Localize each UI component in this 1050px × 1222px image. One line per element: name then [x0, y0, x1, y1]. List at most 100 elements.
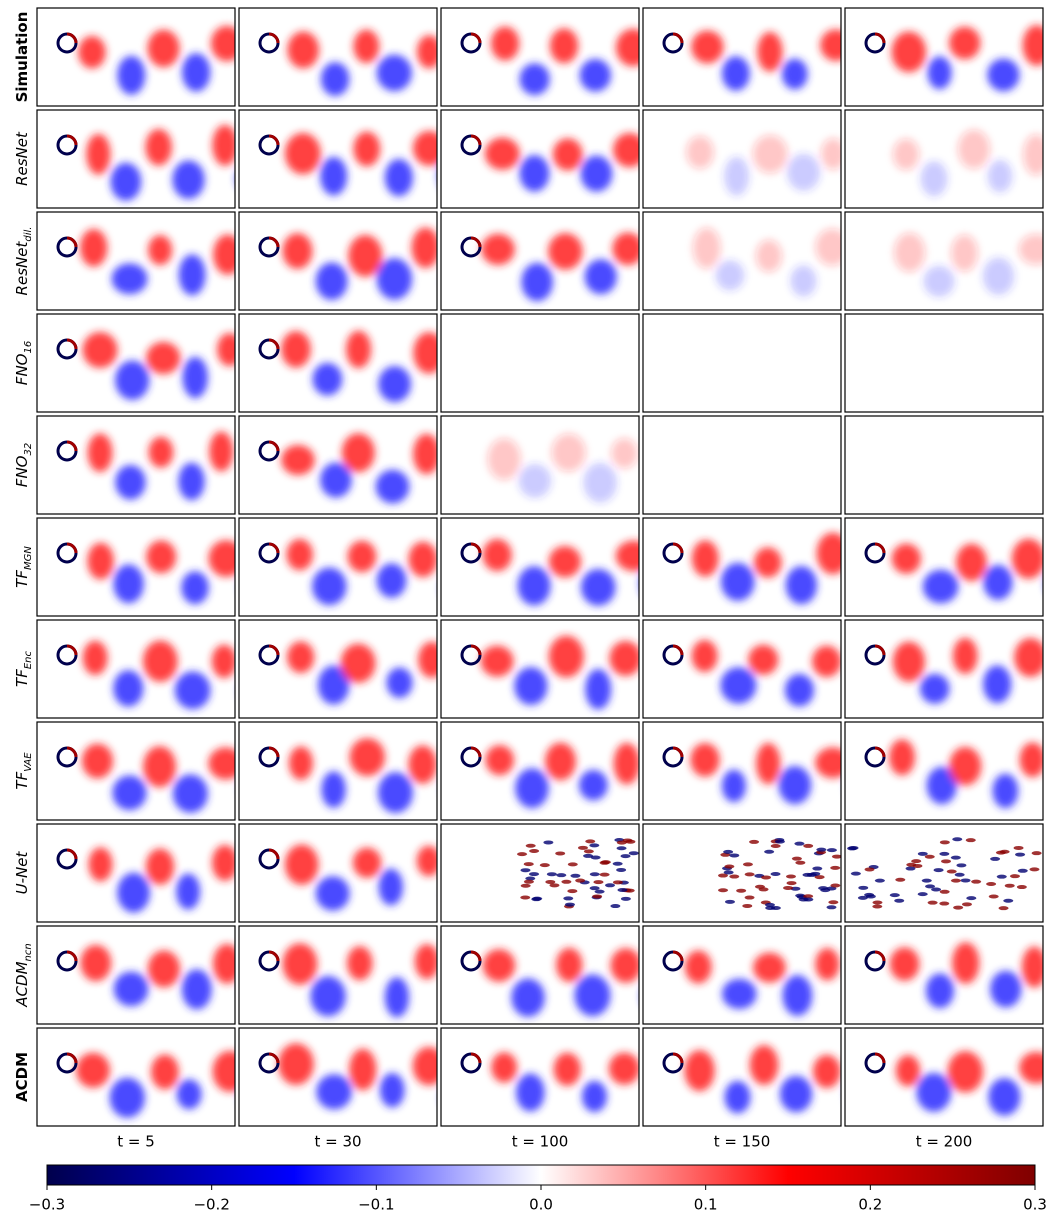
vortex	[1023, 134, 1049, 175]
noise	[595, 890, 605, 894]
noise	[725, 900, 735, 904]
noise	[568, 862, 578, 866]
vortex	[145, 129, 172, 166]
row-label-subscript: 16	[23, 341, 34, 354]
vortex	[610, 948, 641, 983]
vortex	[113, 564, 143, 603]
vortex	[380, 1073, 405, 1108]
vortex	[353, 848, 381, 878]
vortex	[353, 132, 380, 167]
row-label-subscript: MGN	[23, 546, 34, 570]
vortex	[813, 1055, 841, 1088]
column-label: t = 150	[714, 1133, 771, 1151]
vortex	[78, 36, 105, 69]
row-label: ACDMncn	[13, 943, 34, 1007]
flow-panel	[845, 722, 1050, 820]
flow-panel	[845, 926, 1050, 1024]
vortex	[175, 671, 211, 709]
vortex	[516, 1073, 545, 1111]
column-label: t = 30	[314, 1133, 361, 1151]
vortex	[481, 234, 515, 265]
flow-panel	[37, 110, 271, 208]
panel-bg	[845, 314, 1043, 412]
noise	[1000, 850, 1010, 854]
vortex	[321, 62, 349, 96]
vortex	[754, 547, 782, 577]
vortex	[80, 229, 107, 267]
noise	[540, 863, 550, 867]
vortex	[554, 1053, 581, 1086]
vortex	[1012, 539, 1045, 579]
vortex	[149, 437, 174, 468]
noise	[966, 896, 976, 900]
vortex	[147, 30, 179, 68]
vortex	[112, 263, 148, 294]
vortex	[1014, 638, 1047, 677]
noise	[775, 840, 785, 844]
vortex	[821, 138, 845, 170]
vortex	[483, 539, 512, 571]
vortex	[889, 739, 915, 775]
vortex	[583, 463, 617, 503]
noise	[786, 874, 796, 878]
vortex	[926, 973, 954, 1008]
vortex	[281, 445, 315, 475]
row-label: U-Net	[13, 851, 31, 895]
vortex	[377, 258, 412, 300]
vortex	[579, 770, 608, 801]
vortex	[920, 674, 950, 704]
row-label-text: ResNet	[13, 131, 31, 186]
flow-panel	[37, 722, 273, 820]
noise	[547, 872, 557, 876]
vortex	[556, 948, 582, 982]
vortex	[413, 1047, 445, 1086]
noise	[931, 887, 941, 891]
colorbar-tick-label: −0.3	[29, 1196, 65, 1214]
flow-panel	[845, 416, 1043, 514]
vortex	[552, 434, 586, 472]
figure: SimulationResNetResNetdil.FNO16FNO32TFMG…	[0, 0, 1050, 1218]
vortex	[316, 262, 348, 300]
noise	[765, 903, 775, 907]
flow-panel	[845, 8, 1050, 106]
vortex	[143, 746, 176, 787]
vortex	[790, 265, 816, 296]
noise	[613, 880, 623, 884]
noise	[830, 884, 840, 888]
vortex	[349, 1049, 376, 1091]
panel-bg	[845, 416, 1043, 514]
row-label: ResNetdil.	[13, 227, 34, 296]
noise	[872, 901, 882, 905]
vortex	[146, 848, 174, 884]
noise	[529, 849, 539, 853]
vortex	[282, 233, 312, 269]
flow-panel	[441, 8, 677, 106]
vortex	[488, 438, 521, 480]
vortex	[611, 438, 637, 468]
vortex	[76, 1053, 110, 1088]
noise	[934, 868, 944, 872]
noise	[745, 896, 755, 900]
noise	[764, 850, 774, 854]
noise	[826, 905, 836, 909]
vortex	[548, 233, 582, 270]
vortex	[983, 665, 1011, 703]
noise	[524, 862, 534, 866]
vortex	[923, 266, 954, 297]
vortex	[549, 546, 581, 577]
noise	[563, 896, 573, 900]
vortex	[287, 31, 319, 68]
vortex	[983, 257, 1014, 295]
row-label-subscript: ncn	[23, 943, 34, 961]
vortex	[519, 155, 549, 192]
vortex	[377, 563, 407, 598]
flow-panel	[37, 1028, 271, 1126]
flow-panel	[643, 722, 875, 820]
noise	[526, 844, 536, 848]
noise	[585, 839, 595, 843]
row-label: TFVAE	[13, 752, 34, 790]
vortex	[585, 259, 617, 294]
flow-panel	[643, 416, 841, 514]
vortex	[182, 357, 208, 398]
row-label-text: ResNet	[13, 241, 31, 296]
